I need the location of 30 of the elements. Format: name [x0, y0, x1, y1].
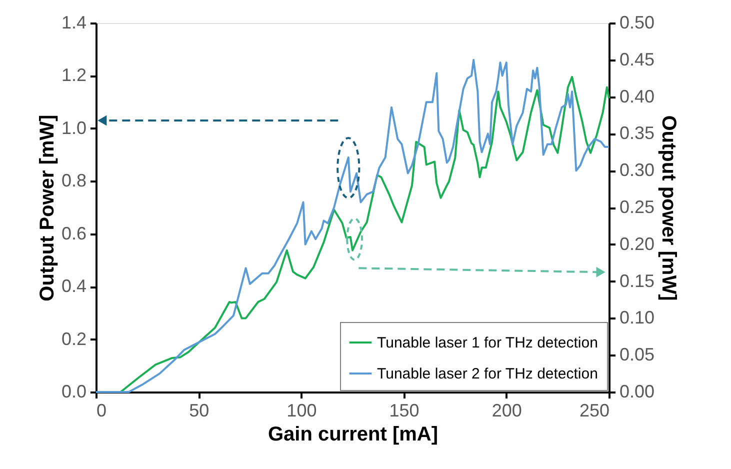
y2-tick-label: 0.15 [620, 270, 655, 291]
y-tick-label: 1.2 [61, 65, 86, 86]
y2-tick-label: 0.45 [620, 49, 655, 70]
x-tick-label: 0 [96, 400, 107, 420]
y-tick-label: 1.4 [61, 12, 86, 32]
y2-tick-label: 0.25 [620, 197, 655, 217]
legend-label: Tunable laser 2 for THz detection [377, 366, 598, 382]
x-tick-label: 150 [389, 400, 420, 420]
y2-tick-label: 0.35 [620, 123, 655, 144]
y2-tick-label: 0.40 [620, 86, 655, 106]
y2-tick-label: 0.10 [620, 308, 655, 328]
y-tick-label: 0.2 [61, 328, 86, 349]
y2-tick-label: 0.20 [620, 234, 655, 254]
y-tick-label: 0.6 [61, 223, 86, 244]
x-axis-title: Gain current [mA] [268, 424, 438, 446]
x-tick-label: 100 [286, 400, 317, 420]
y-axis-title: Output Power [mW] [36, 114, 58, 302]
x-tick-label: 200 [492, 400, 522, 420]
x-tick-label: 250 [579, 400, 610, 420]
y2-axis-title: Output power [mW] [658, 115, 680, 301]
y-tick-label: 0.0 [61, 382, 86, 402]
y2-tick-label: 0.30 [620, 160, 655, 180]
y2-tick-label: 0.50 [620, 12, 655, 32]
x-tick-label: 50 [189, 400, 210, 420]
legend-label: Tunable laser 1 for THz detection [377, 334, 598, 352]
y2-tick-label: 0.05 [620, 344, 655, 365]
y-tick-label: 1.0 [61, 118, 86, 138]
y-tick-label: 0.4 [61, 276, 86, 296]
y2-tick-label: 0.00 [620, 382, 655, 402]
y-tick-label: 0.8 [61, 170, 86, 191]
